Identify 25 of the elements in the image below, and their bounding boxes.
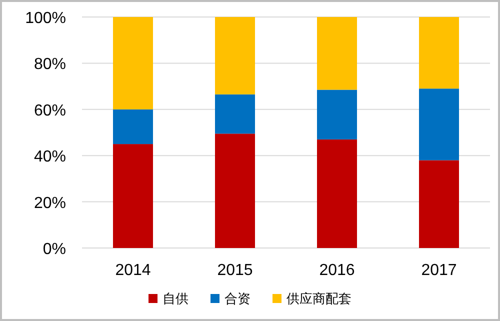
bar bbox=[419, 160, 459, 248]
x-tick-label: 2014 bbox=[115, 262, 151, 279]
bar bbox=[419, 17, 459, 89]
bar bbox=[317, 90, 357, 140]
y-tick-label: 0% bbox=[42, 241, 66, 258]
legend-label: 自供 bbox=[162, 292, 188, 307]
legend-label: 合资 bbox=[224, 292, 250, 307]
y-tick-label: 60% bbox=[34, 102, 66, 120]
bar bbox=[113, 17, 153, 110]
bar bbox=[419, 88, 459, 160]
y-tick-label: 20% bbox=[34, 194, 66, 212]
bar bbox=[113, 109, 153, 144]
bar bbox=[215, 17, 255, 94]
y-tick-label: 100% bbox=[25, 10, 66, 27]
x-tick-label: 2017 bbox=[421, 262, 457, 279]
bar bbox=[113, 144, 153, 248]
y-tick-label: 40% bbox=[34, 148, 66, 166]
legend-label: 供应商配套 bbox=[286, 291, 352, 307]
y-tick-label: 80% bbox=[34, 56, 66, 74]
x-tick-label: 2016 bbox=[319, 262, 355, 279]
bar bbox=[215, 94, 255, 134]
bar bbox=[215, 134, 255, 248]
bar bbox=[317, 139, 357, 248]
bar bbox=[317, 17, 357, 90]
x-tick-label: 2015 bbox=[217, 262, 253, 279]
